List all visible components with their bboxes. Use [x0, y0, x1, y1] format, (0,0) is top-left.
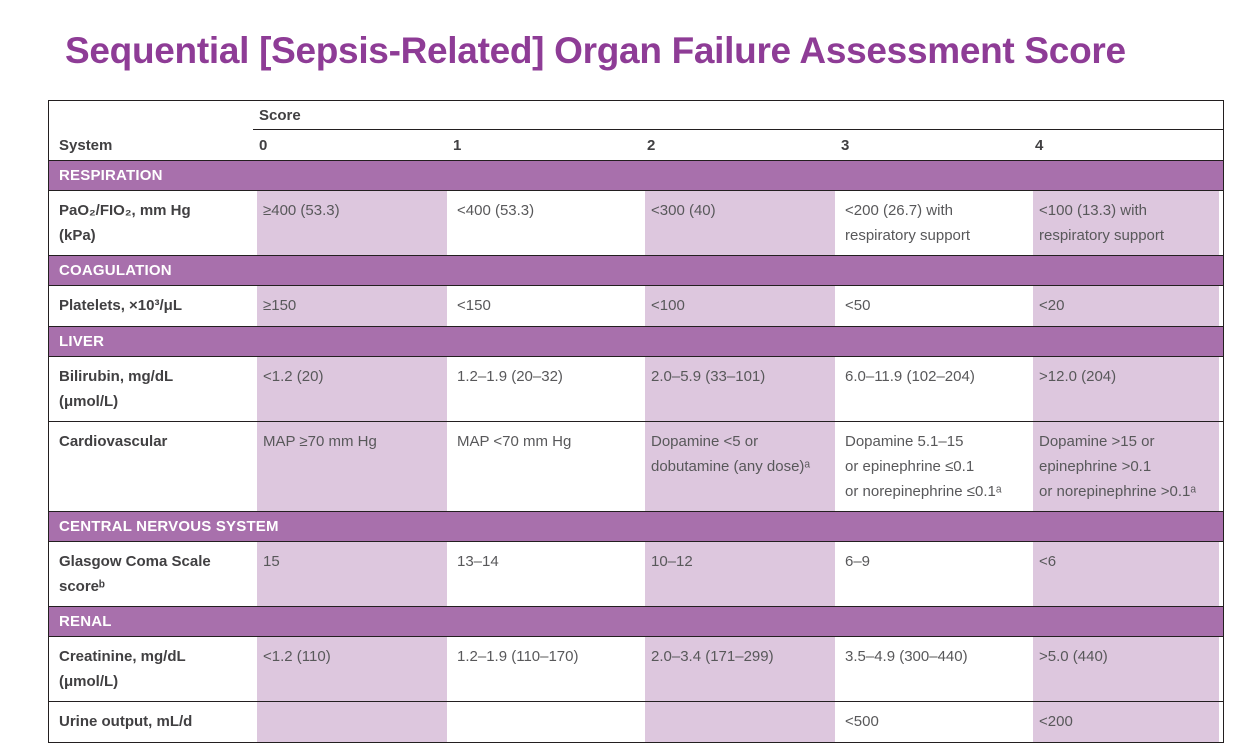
section-header-3: CENTRAL NERVOUS SYSTEM: [49, 511, 1223, 542]
cell: MAP <70 mm Hg: [447, 422, 641, 511]
cell: <300 (40): [641, 191, 835, 255]
row-label: PaO₂/FIO₂, mm Hg (kPa): [59, 202, 191, 244]
cell: [641, 702, 835, 742]
cell: <200 (26.7) with respiratory support: [835, 191, 1029, 255]
score-column-header-4: 4: [1035, 136, 1044, 154]
cell: Dopamine <5 or dobutamine (any dose)ᵃ: [641, 422, 835, 511]
cell: <50: [835, 286, 1029, 326]
row-label: Glasgow Coma Scale scoreᵇ: [59, 553, 211, 595]
table-row: Creatinine, mg/dL (μmol/L) <1.2 (110) 1.2–…: [49, 637, 1223, 701]
cell: 15: [253, 542, 447, 606]
cell: 13–14: [447, 542, 641, 606]
section-header-0: RESPIRATION: [49, 160, 1223, 191]
cell: 1.2–1.9 (110–170): [447, 637, 641, 701]
cell: ≥400 (53.3): [253, 191, 447, 255]
section-header-4: RENAL: [49, 606, 1223, 637]
score-column-header-3: 3: [841, 136, 850, 154]
cell: <1.2 (20): [253, 357, 447, 421]
table-row: Platelets, ×10³/μL ≥150 <150 <100 <50 <20: [49, 286, 1223, 326]
row-label: Urine output, mL/d: [59, 713, 193, 730]
table-row: PaO₂/FIO₂, mm Hg (kPa) ≥400 (53.3) <400 (5…: [49, 191, 1223, 255]
cell: 6–9: [835, 542, 1029, 606]
score-column-header-2: 2: [647, 136, 656, 154]
cell: <20: [1029, 286, 1223, 326]
cell: 2.0–3.4 (171–299): [641, 637, 835, 701]
cell: <1.2 (110): [253, 637, 447, 701]
cell: >5.0 (440): [1029, 637, 1223, 701]
cell: 1.2–1.9 (20–32): [447, 357, 641, 421]
cell: 6.0–11.9 (102–204): [835, 357, 1029, 421]
row-label: Creatinine, mg/dL (μmol/L): [59, 648, 186, 690]
score-header-label: Score: [253, 101, 1223, 130]
cell: MAP ≥70 mm Hg: [253, 422, 447, 511]
cell: ≥150: [253, 286, 447, 326]
cell: <400 (53.3): [447, 191, 641, 255]
row-label: Bilirubin, mg/dL (μmol/L): [59, 368, 174, 410]
cell: <500: [835, 702, 1029, 742]
cell: <6: [1029, 542, 1223, 606]
cell: 10–12: [641, 542, 835, 606]
table-row: Bilirubin, mg/dL (μmol/L) <1.2 (20) 1.2–1.…: [49, 357, 1223, 421]
sofa-score-table: Score System 0 1 2 3 4 RESPIRATION PaO₂/F…: [48, 100, 1224, 743]
cell: <100: [641, 286, 835, 326]
table-row: Cardiovascular MAP ≥70 mm Hg MAP <70 mm Hg…: [49, 421, 1223, 511]
system-column-header: System: [59, 136, 113, 154]
cell: 3.5–4.9 (300–440): [835, 637, 1029, 701]
score-header-row: Score: [49, 101, 1223, 130]
section-header-1: COAGULATION: [49, 255, 1223, 286]
cell: <200: [1029, 702, 1223, 742]
table-row: Urine output, mL/d <500 <200: [49, 701, 1223, 742]
cell: [447, 702, 641, 742]
table-body: RESPIRATION PaO₂/FIO₂, mm Hg (kPa) ≥400 (5…: [49, 160, 1223, 742]
cell: [253, 702, 447, 742]
cell: <100 (13.3) with respiratory support: [1029, 191, 1223, 255]
page-title: Sequential [Sepsis-Related] Organ Failur…: [65, 30, 1126, 71]
cell: <150: [447, 286, 641, 326]
cell: >12.0 (204): [1029, 357, 1223, 421]
row-label: Platelets, ×10³/μL: [59, 297, 182, 314]
column-header-row: System 0 1 2 3 4: [49, 130, 1223, 160]
cell: Dopamine 5.1–15 or epinephrine ≤0.1 or n…: [835, 422, 1029, 511]
row-label: Cardiovascular: [59, 433, 168, 450]
score-column-header-0: 0: [259, 136, 268, 154]
table-row: Glasgow Coma Scale scoreᵇ 15 13–14 10–12 6–9…: [49, 542, 1223, 606]
score-header-spacer: [49, 101, 253, 130]
cell: 2.0–5.9 (33–101): [641, 357, 835, 421]
score-column-header-1: 1: [453, 136, 462, 154]
section-header-2: LIVER: [49, 326, 1223, 357]
cell: Dopamine >15 or epinephrine >0.1 or nore…: [1029, 422, 1223, 511]
